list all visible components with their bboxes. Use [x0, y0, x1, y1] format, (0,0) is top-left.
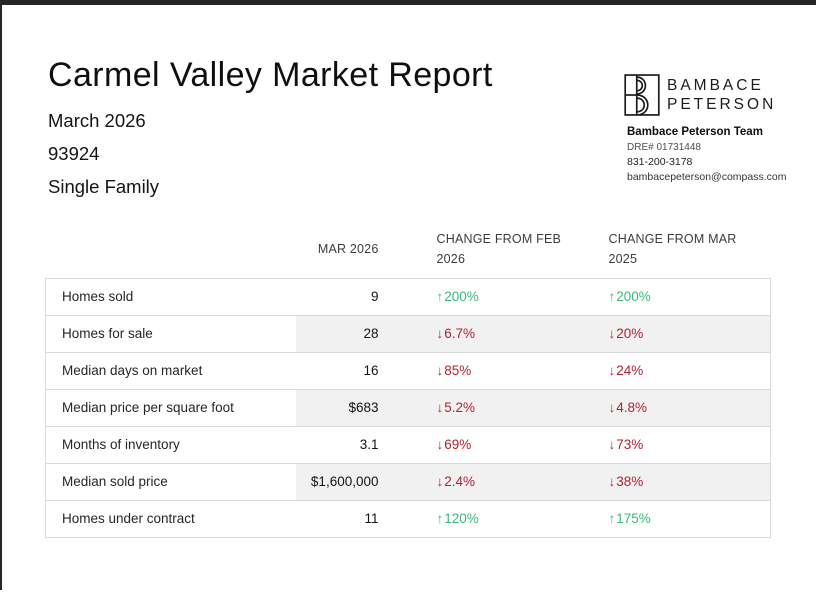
- phone-number: 831-200-3178: [627, 156, 693, 168]
- table-row: Homes under contract 11 ↑120% ↑175%: [45, 500, 771, 538]
- table-row: Homes for sale 28 ↓6.7% ↓20%: [45, 315, 771, 353]
- metric-label: Median sold price: [45, 463, 296, 501]
- metric-label: Median days on market: [45, 352, 296, 390]
- down-arrow-icon: ↓: [436, 400, 444, 415]
- market-stats-table: MAR 2026 CHANGE FROM FEB 2026 CHANGE FRO…: [45, 222, 771, 538]
- email-address[interactable]: bambacepeterson@compass.com: [627, 171, 787, 183]
- page-left-edge: [0, 5, 2, 590]
- table-row: Median price per square foot $683 ↓5.2% ↓4.…: [45, 389, 771, 427]
- change-from-prev-month: ↓5.2%: [400, 389, 573, 427]
- down-arrow-icon: ↓: [608, 400, 616, 415]
- current-value: 16: [295, 352, 401, 390]
- table-header-row: MAR 2026 CHANGE FROM FEB 2026 CHANGE FRO…: [45, 222, 771, 279]
- table-row: Median days on market 16 ↓85% ↓24%: [45, 352, 771, 390]
- change-from-prev-year: ↓20%: [572, 315, 771, 353]
- metric-label: Months of inventory: [45, 426, 296, 464]
- logo-line-2: PETERSON: [667, 96, 777, 113]
- table-row: Months of inventory 3.1 ↓69% ↓73%: [45, 426, 771, 464]
- up-arrow-icon: ↑: [608, 289, 616, 304]
- change-from-prev-year: ↓24%: [572, 352, 771, 390]
- down-arrow-icon: ↓: [436, 363, 444, 378]
- change-from-prev-year: ↑175%: [572, 500, 771, 538]
- up-arrow-icon: ↑: [608, 511, 616, 526]
- current-value: $683: [295, 389, 401, 427]
- column-header-current: MAR 2026: [295, 222, 401, 279]
- agent-contact-block: Bambace Peterson Team DRE# 01731448 831-…: [627, 126, 786, 183]
- metric-label: Homes under contract: [45, 500, 296, 538]
- logo-wordmark: BAMBACE PETERSON: [667, 76, 776, 114]
- table-row: Homes sold 9 ↑200% ↑200%: [45, 278, 771, 316]
- current-value: 9: [295, 278, 401, 316]
- change-from-prev-year: ↑200%: [572, 278, 771, 316]
- bambace-peterson-logo: BAMBACE PETERSON: [624, 74, 776, 116]
- down-arrow-icon: ↓: [608, 363, 616, 378]
- current-value: $1,600,000: [295, 463, 401, 501]
- change-from-prev-year: ↓73%: [572, 426, 771, 464]
- table-row: Median sold price $1,600,000 ↓2.4% ↓38%: [45, 463, 771, 501]
- window-top-edge: [0, 0, 816, 5]
- down-arrow-icon: ↓: [436, 474, 444, 489]
- current-value: 11: [295, 500, 401, 538]
- change-from-prev-month: ↓2.4%: [400, 463, 573, 501]
- up-arrow-icon: ↑: [436, 289, 444, 304]
- column-header-change-month: CHANGE FROM FEB 2026: [400, 222, 573, 279]
- change-from-prev-month: ↓85%: [400, 352, 573, 390]
- column-header-change-year: CHANGE FROM MAR 2025: [572, 222, 771, 279]
- metric-label: Homes for sale: [45, 315, 296, 353]
- logo-line-1: BAMBACE: [667, 77, 764, 94]
- up-arrow-icon: ↑: [436, 511, 444, 526]
- metric-label: Homes sold: [45, 278, 296, 316]
- report-meta: March 2026 93924 Single Family: [48, 104, 159, 203]
- change-from-prev-month: ↓6.7%: [400, 315, 573, 353]
- metric-label: Median price per square foot: [45, 389, 296, 427]
- current-value: 28: [295, 315, 401, 353]
- change-from-prev-year: ↓38%: [572, 463, 771, 501]
- dre-number: DRE# 01731448: [627, 142, 701, 153]
- change-from-prev-month: ↑120%: [400, 500, 573, 538]
- down-arrow-icon: ↓: [608, 474, 616, 489]
- down-arrow-icon: ↓: [608, 437, 616, 452]
- down-arrow-icon: ↓: [608, 326, 616, 341]
- report-period: March 2026: [48, 110, 146, 131]
- change-from-prev-month: ↓69%: [400, 426, 573, 464]
- down-arrow-icon: ↓: [436, 326, 444, 341]
- bp-monogram-icon: [624, 74, 660, 116]
- report-property-type: Single Family: [48, 176, 160, 197]
- change-from-prev-month: ↑200%: [400, 278, 573, 316]
- column-header-metric: [45, 222, 296, 279]
- page-title: Carmel Valley Market Report: [48, 56, 493, 94]
- team-name: Bambace Peterson Team: [627, 126, 763, 138]
- down-arrow-icon: ↓: [436, 437, 444, 452]
- current-value: 3.1: [295, 426, 401, 464]
- change-from-prev-year: ↓4.8%: [572, 389, 771, 427]
- report-zip: 93924: [48, 143, 100, 164]
